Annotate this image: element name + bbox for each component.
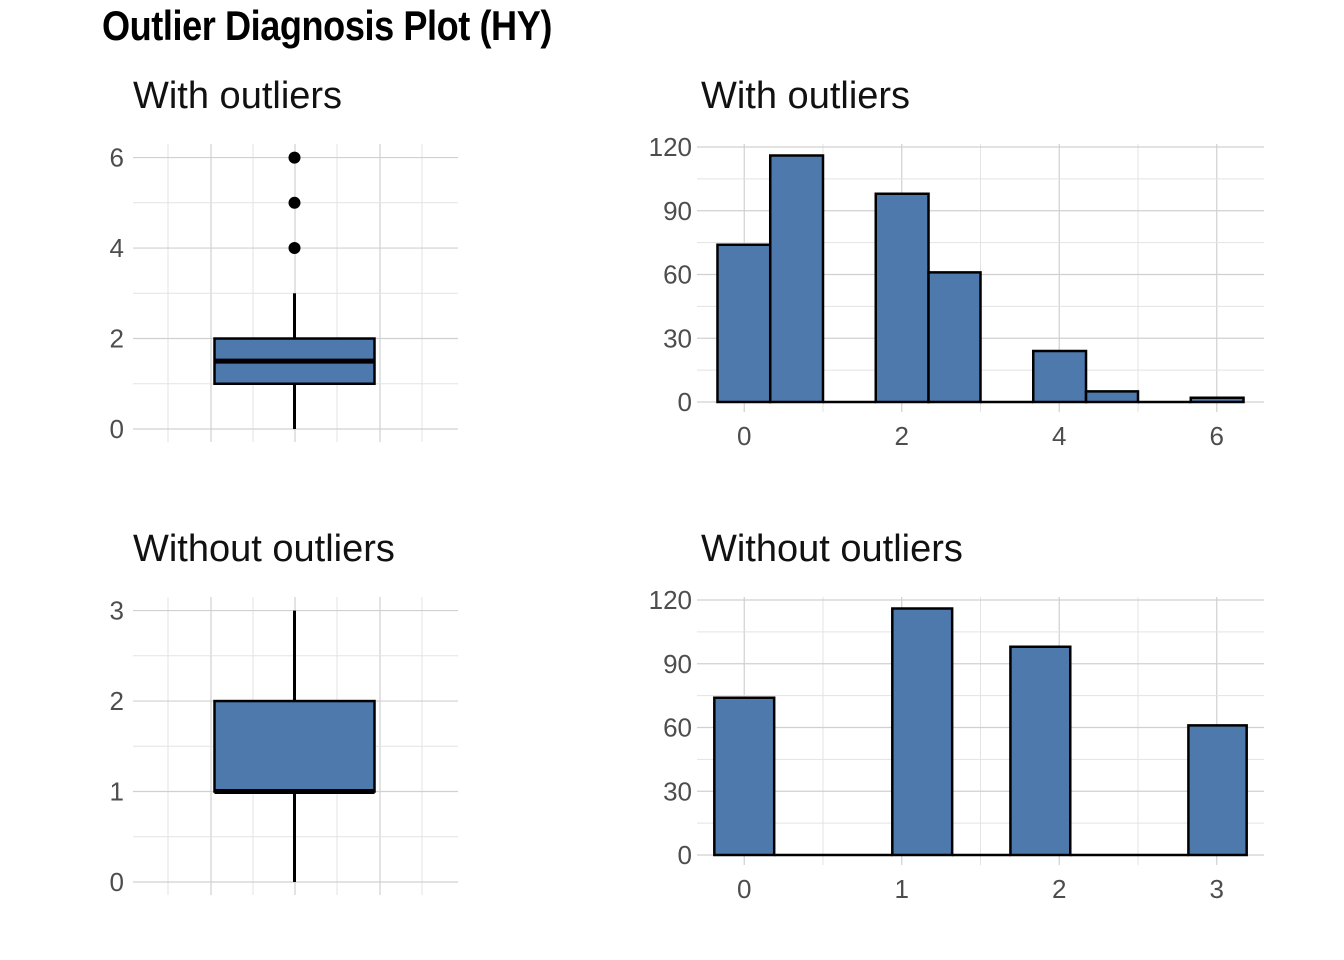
y-tick-label: 120: [649, 132, 692, 162]
histogram-bar: [1032, 349, 1088, 404]
y-tick-label: 0: [678, 840, 692, 870]
outlier-point: [288, 196, 301, 209]
y-tick-label: 30: [663, 323, 692, 353]
y-tick-label: 1: [110, 777, 124, 807]
y-tick-label: 6: [110, 143, 124, 173]
histogram-bar: [716, 243, 772, 404]
outlier-point: [288, 151, 301, 164]
y-tick-label: 60: [663, 260, 692, 290]
boxplot-without-outliers: Without outliers 0 1 2 3: [110, 528, 458, 897]
y-tick-label: 2: [110, 686, 124, 716]
y-tick-label: 0: [110, 414, 124, 444]
y-tick-label: 2: [110, 324, 124, 354]
main-title: Outlier Diagnosis Plot (HY): [102, 2, 552, 49]
histogram-bar: [713, 696, 776, 857]
panel-title: Without outliers: [701, 528, 963, 570]
histogram-bar: [1084, 390, 1140, 404]
y-tick-label: 3: [110, 596, 124, 626]
x-tick-label: 2: [895, 421, 909, 451]
histogram-bar: [1009, 645, 1072, 857]
panel-title: Without outliers: [133, 528, 395, 570]
y-tick-label: 4: [110, 233, 124, 263]
x-tick-label: 6: [1210, 421, 1224, 451]
y-tick-label: 90: [663, 649, 692, 679]
y-tick-label: 30: [663, 776, 692, 806]
x-tick-label: 0: [737, 874, 751, 904]
histogram-bar: [1187, 724, 1248, 857]
x-tick-label: 4: [1052, 421, 1066, 451]
outlier-point: [288, 242, 301, 255]
y-tick-label: 60: [663, 713, 692, 743]
histogram-bar: [891, 607, 954, 857]
histogram-bar: [927, 271, 982, 404]
histogram-bar: [768, 154, 825, 404]
x-tick-label: 2: [1052, 874, 1066, 904]
x-tick-label: 1: [895, 874, 909, 904]
y-tick-label: 120: [649, 585, 692, 615]
y-tick-label: 0: [110, 867, 124, 897]
histogram-bar: [874, 192, 930, 404]
x-tick-label: 0: [737, 421, 751, 451]
y-tick-label: 0: [678, 387, 692, 417]
histogram-bar: [1189, 396, 1245, 404]
boxplot-with-outliers: With outliers 0 2 4 6: [110, 75, 458, 444]
y-tick-label: 90: [663, 196, 692, 226]
x-tick-label: 3: [1210, 874, 1224, 904]
panel-title: With outliers: [701, 75, 910, 117]
panel-title: With outliers: [133, 75, 342, 117]
iqr-box: [213, 699, 376, 793]
